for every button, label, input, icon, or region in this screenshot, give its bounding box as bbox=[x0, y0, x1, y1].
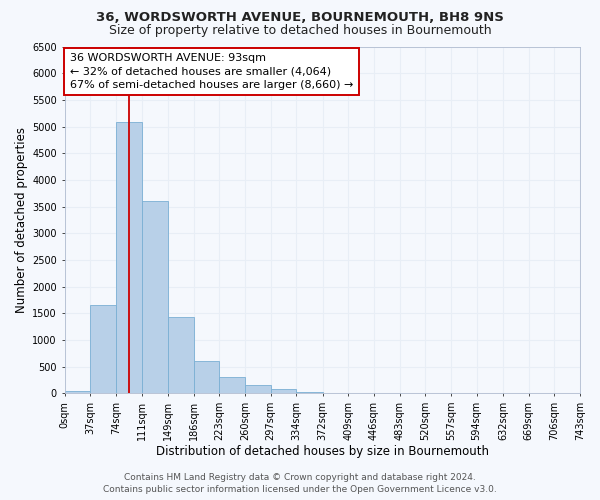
Bar bbox=[271, 389, 296, 393]
Bar bbox=[194, 360, 219, 393]
X-axis label: Distribution of detached houses by size in Bournemouth: Distribution of detached houses by size … bbox=[156, 444, 489, 458]
Text: Contains HM Land Registry data © Crown copyright and database right 2024.
Contai: Contains HM Land Registry data © Crown c… bbox=[103, 472, 497, 494]
Bar bbox=[245, 385, 271, 393]
Bar bbox=[116, 122, 142, 393]
Bar bbox=[323, 392, 348, 393]
Bar bbox=[296, 392, 323, 393]
Y-axis label: Number of detached properties: Number of detached properties bbox=[15, 127, 28, 313]
Text: 36, WORDSWORTH AVENUE, BOURNEMOUTH, BH8 9NS: 36, WORDSWORTH AVENUE, BOURNEMOUTH, BH8 … bbox=[96, 11, 504, 24]
Bar bbox=[219, 377, 245, 393]
Bar bbox=[142, 201, 168, 393]
Text: 36 WORDSWORTH AVENUE: 93sqm
← 32% of detached houses are smaller (4,064)
67% of : 36 WORDSWORTH AVENUE: 93sqm ← 32% of det… bbox=[70, 54, 353, 90]
Bar bbox=[168, 318, 194, 393]
Bar bbox=[90, 305, 116, 393]
Text: Size of property relative to detached houses in Bournemouth: Size of property relative to detached ho… bbox=[109, 24, 491, 37]
Bar bbox=[65, 390, 90, 393]
